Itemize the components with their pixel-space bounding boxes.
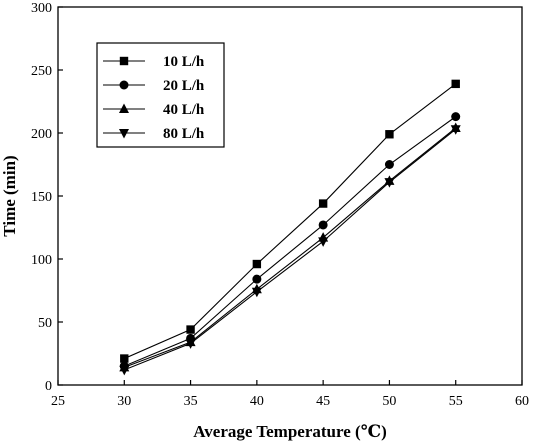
legend-label: 80 L/h [163,126,205,142]
legend-label: 40 L/h [163,102,205,118]
data-point [450,125,461,135]
x-tick-label: 30 [117,394,131,409]
legend-label: 20 L/h [163,78,205,94]
x-tick-label: 35 [184,394,198,409]
y-tick-label: 300 [31,1,52,16]
series-line [124,83,457,360]
data-point [451,112,461,122]
series-line [124,128,457,371]
legend-marker [119,103,129,113]
data-point [119,365,130,376]
x-tick-label: 55 [449,394,463,409]
y-tick-label: 150 [31,190,52,205]
y-tick-label: 50 [38,316,52,331]
series-line [124,116,457,367]
legend: 10 L/h 20 L/h 40 L/h 80 L/h [96,42,225,148]
data-point [318,237,329,247]
y-tick-label: 250 [31,64,52,79]
data-point [120,354,129,363]
ticks-layer: 25 30 35 40 45 50 55 60 0 50 100 150 200 250 300 [31,1,529,409]
legend-marker [119,56,129,66]
data-point [251,287,262,298]
series-line [124,127,457,368]
legend-marker [119,129,129,139]
data-point [385,130,394,139]
legend-items: 10 L/h 20 L/h 40 L/h 80 L/h [103,54,205,142]
y-axis-title: Time (min) [0,155,19,236]
x-tick-label: 25 [51,394,65,409]
y-tick-label: 100 [31,253,52,268]
data-point [384,178,395,188]
legend-label: 10 L/h [163,54,205,70]
data-point [186,325,195,334]
x-tick-label: 40 [250,394,264,409]
legend-box [96,42,225,148]
series-lines [124,83,457,371]
y-tick-label: 200 [31,127,52,142]
data-point [252,274,262,284]
y-tick-label: 0 [45,379,52,394]
x-axis-title: Average Temperature (℃) [193,422,386,441]
legend-marker [119,80,129,90]
data-point [451,79,460,89]
x-tick-label: 50 [382,394,396,409]
x-tick-label: 45 [316,394,330,409]
data-point [252,259,262,269]
data-point [185,339,196,349]
series-markers [119,79,461,376]
data-point [318,220,328,230]
x-tick-label: 60 [515,394,529,409]
data-point [318,199,328,208]
data-point [384,160,394,169]
